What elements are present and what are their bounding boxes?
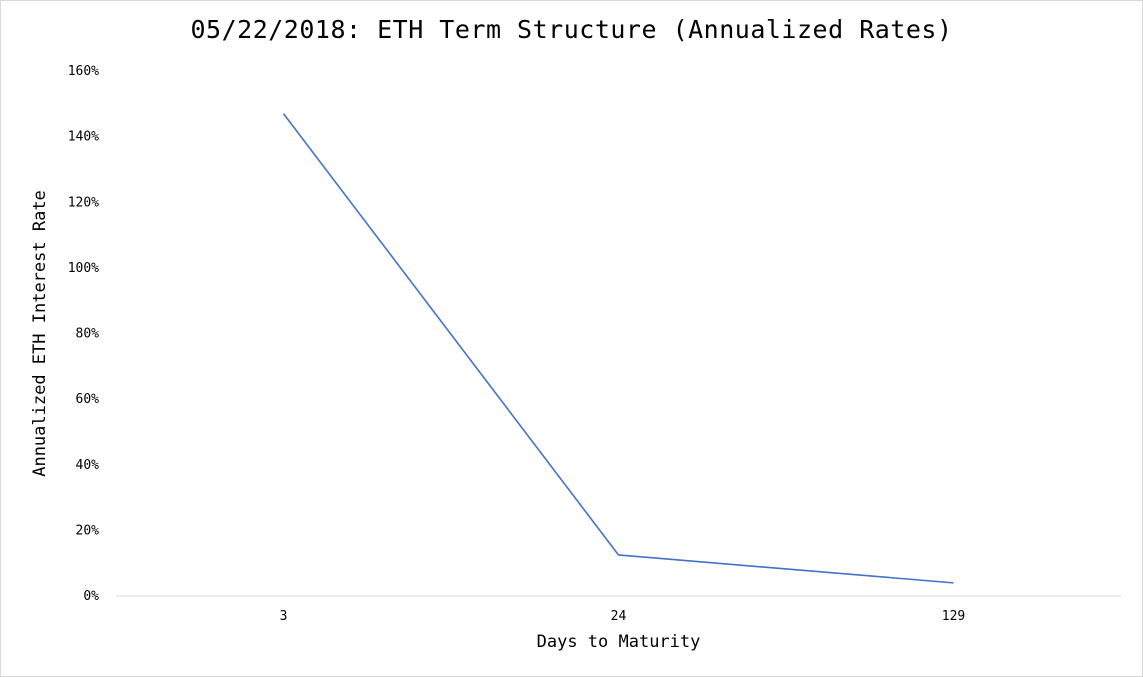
chart-title: 05/22/2018: ETH Term Structure (Annualiz… [190, 15, 953, 44]
x-tick-label: 3 [280, 609, 288, 624]
series-layer [282, 113, 954, 584]
y-tick-label: 160% [68, 64, 99, 79]
y-tick-label: 140% [68, 130, 99, 145]
y-tick-label: 60% [76, 392, 100, 407]
x-tick-label: 129 [942, 609, 965, 624]
y-tick-label: 0% [83, 589, 99, 604]
x-axis-title: Days to Maturity [537, 632, 701, 652]
series-line [282, 113, 954, 584]
y-tick-label: 80% [76, 327, 100, 342]
y-tick-label: 40% [76, 458, 100, 473]
y-tick-label: 20% [76, 523, 100, 538]
y-tick-label: 100% [68, 261, 99, 276]
y-axis-title: Annualized ETH Interest Rate [30, 190, 50, 477]
y-axis-ticks: 0% 20% 40% 60% 80% 100% 120% 140% 160% [68, 64, 99, 604]
x-tick-label: 24 [611, 609, 627, 624]
x-axis-ticks: 3 24 129 [280, 609, 966, 624]
y-tick-label: 120% [68, 195, 99, 210]
